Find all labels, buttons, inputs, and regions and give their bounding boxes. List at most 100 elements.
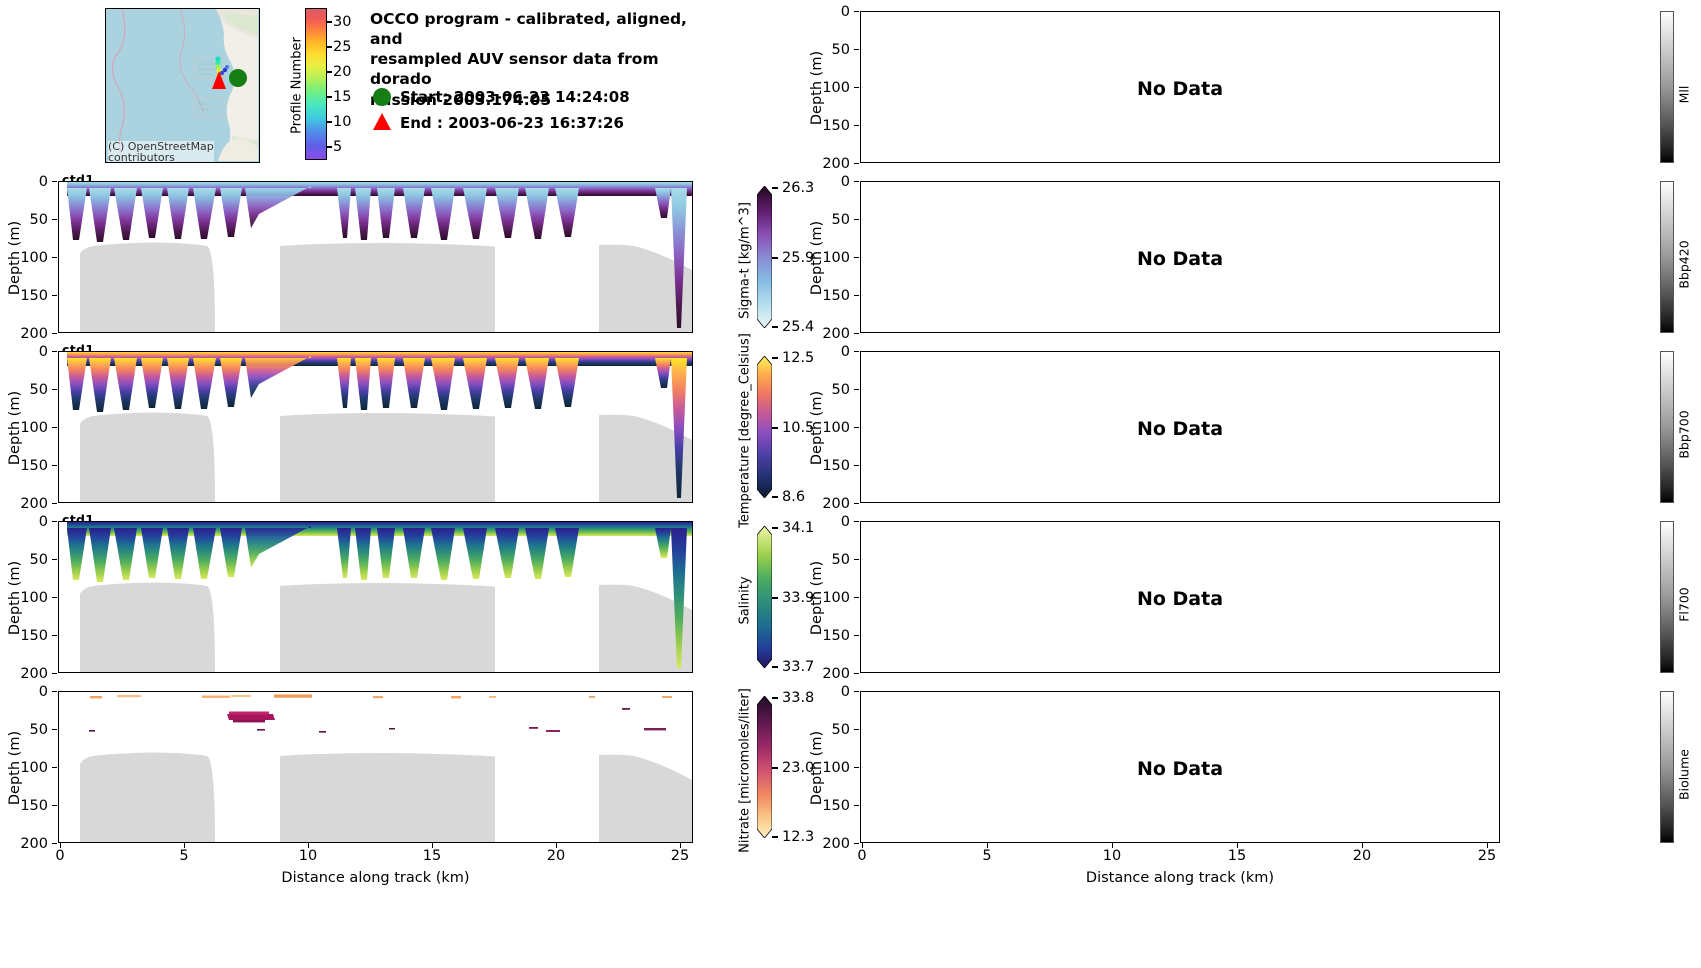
xtick: 15 xyxy=(1227,848,1247,864)
ytick: 200 xyxy=(822,836,850,852)
colorbar-tickmark xyxy=(772,496,778,498)
ytick: 200 xyxy=(20,666,48,682)
colorbar-temperature-label: Temperature [degree_Celsius] xyxy=(737,333,753,528)
panel-sigmat[interactable] xyxy=(58,181,693,333)
page-title-line3: mission 2003.174.05 xyxy=(370,90,552,109)
xtickmark xyxy=(680,843,682,848)
colorbar-salinity[interactable] xyxy=(757,526,772,668)
ytick: 50 xyxy=(831,42,850,58)
legend-row-end: End : 2003-06-23 16:37:26 xyxy=(370,111,624,133)
ytick: 100 xyxy=(20,420,48,436)
profile-number-colorbar[interactable] xyxy=(305,8,327,160)
ytickmark xyxy=(854,181,859,183)
xtickmark xyxy=(1487,843,1489,848)
map-inset[interactable]: Monterey Bay National Marine Sanctuary M… xyxy=(105,8,260,163)
profile-tickmark xyxy=(327,21,332,23)
colorbar-temperature-tick-mid: 10.5 xyxy=(782,420,815,436)
ytick: 200 xyxy=(822,326,850,342)
ytickmark xyxy=(52,181,57,183)
profile-tickmark xyxy=(327,121,332,123)
ytick: 100 xyxy=(822,420,850,436)
panel-salinity-ylabel: Depth (m) xyxy=(7,560,23,636)
ytick: 50 xyxy=(831,382,850,398)
xtick: 20 xyxy=(546,848,566,864)
panel-temperature-ylabel: Depth (m) xyxy=(7,390,23,466)
xtickmark xyxy=(432,843,434,848)
colorbar-salinity-tick-min: 33.7 xyxy=(782,659,815,675)
colorbar-mll[interactable] xyxy=(1660,11,1674,163)
ytick: 150 xyxy=(20,288,48,304)
xtickmark xyxy=(862,843,864,848)
panel-nitrate[interactable] xyxy=(58,691,693,843)
map-canvas: Monterey Bay National Marine Sanctuary M… xyxy=(106,9,258,161)
panel-sigmat-canvas xyxy=(67,182,692,332)
ytick: 100 xyxy=(20,760,48,776)
panel-mll[interactable]: No Data xyxy=(860,11,1500,163)
xtickmark xyxy=(987,843,989,848)
ytickmark xyxy=(52,465,57,467)
ytickmark xyxy=(854,767,859,769)
xtickmark xyxy=(1112,843,1114,848)
panel-biolume[interactable]: No Data xyxy=(860,691,1500,843)
colorbar-sigmat[interactable] xyxy=(757,186,772,328)
ytickmark xyxy=(52,673,57,675)
legend-end-label: End : 2003-06-23 16:37:26 xyxy=(400,114,624,132)
panel-fl700-no-data: No Data xyxy=(1136,588,1224,610)
colorbar-bbp700[interactable] xyxy=(1660,351,1674,503)
panel-bbp700[interactable]: No Data xyxy=(860,351,1500,503)
panel-nitrate-ylabel: Depth (m) xyxy=(7,730,23,806)
profile-tickmark xyxy=(327,46,332,48)
ytick: 150 xyxy=(822,288,850,304)
colorbar-nitrate[interactable] xyxy=(757,696,772,838)
colorbar-bbp700-label: Bbp700 xyxy=(1676,410,1692,459)
colorbar-tickmark xyxy=(772,697,778,699)
map-attribution: (C) OpenStreetMap contributors xyxy=(108,139,214,162)
panel-fl700-ylabel: Depth (m) xyxy=(809,560,825,636)
ytickmark xyxy=(854,49,859,51)
colorbar-tickmark xyxy=(772,357,778,359)
svg-text:National Marine: National Marine xyxy=(198,67,219,71)
ytickmark xyxy=(854,219,859,221)
xtickmark xyxy=(1362,843,1364,848)
colorbar-bbp420[interactable] xyxy=(1660,181,1674,333)
panel-bbp700-no-data: No Data xyxy=(1136,418,1224,440)
ytick: 150 xyxy=(822,118,850,134)
panel-biolume-no-data: No Data xyxy=(1136,758,1224,780)
profile-tick-4: 10 xyxy=(333,114,352,130)
ytickmark xyxy=(854,805,859,807)
ytick: 200 xyxy=(20,326,48,342)
colorbar-fl700-label: Fl700 xyxy=(1676,587,1692,622)
seafloor xyxy=(80,582,692,672)
xtick: 0 xyxy=(55,848,65,864)
ytickmark xyxy=(854,333,859,335)
ytickmark xyxy=(52,219,57,221)
profile-tickmark xyxy=(327,71,332,73)
panel-bbp420-no-data: No Data xyxy=(1136,248,1224,270)
xtick: 20 xyxy=(1352,848,1372,864)
ytick: 200 xyxy=(822,156,850,172)
colorbar-temperature[interactable] xyxy=(757,356,772,498)
panel-fl700[interactable]: No Data xyxy=(860,521,1500,673)
map-attribution-line1: (C) OpenStreetMap xyxy=(108,139,214,153)
colorbar-biolume[interactable] xyxy=(1660,691,1674,843)
profile-tickmark xyxy=(327,146,332,148)
colorbar-salinity-tick-mid: 33.9 xyxy=(782,590,815,606)
ytickmark xyxy=(854,729,859,731)
ytickmark xyxy=(854,163,859,165)
colorbar-fl700[interactable] xyxy=(1660,521,1674,673)
panel-temperature[interactable] xyxy=(58,351,693,503)
ytickmark xyxy=(854,673,859,675)
panel-salinity[interactable] xyxy=(58,521,693,673)
ytickmark xyxy=(52,635,57,637)
ytickmark xyxy=(854,295,859,297)
xtickmark xyxy=(184,843,186,848)
panel-bbp700-ylabel: Depth (m) xyxy=(809,390,825,466)
ytick: 0 xyxy=(38,514,48,530)
profile-colorbar-label: Profile Number xyxy=(289,37,305,134)
ytick: 150 xyxy=(822,798,850,814)
colorbar-tickmark xyxy=(772,666,778,668)
colorbar-temperature-tick-max: 12.5 xyxy=(782,350,815,366)
nitrate-data-fragments xyxy=(89,694,672,733)
ytick: 50 xyxy=(29,382,48,398)
panel-bbp420[interactable]: No Data xyxy=(860,181,1500,333)
